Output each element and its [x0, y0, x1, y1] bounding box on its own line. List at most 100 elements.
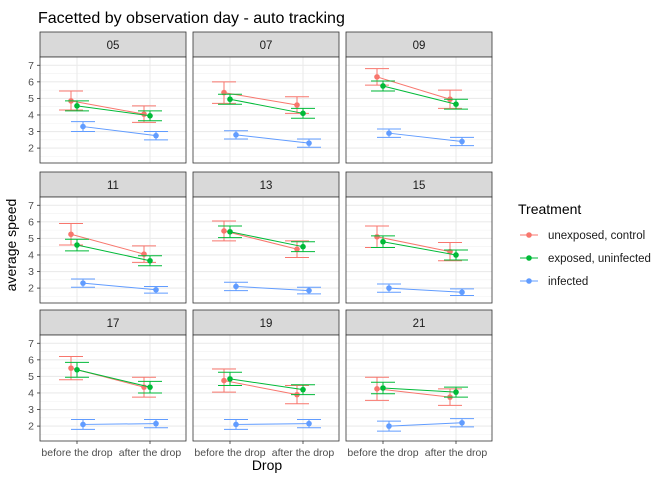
data-point [74, 103, 80, 109]
panel-background [346, 335, 492, 441]
series-line [229, 378, 304, 391]
data-point [294, 102, 300, 108]
panel-background [40, 197, 186, 303]
facet-strip [345, 171, 493, 198]
y-tick-label: 7 [28, 338, 34, 350]
facet-panel-11: 11 2 3 4 5 6 7 [28, 171, 187, 304]
data-point [221, 377, 227, 384]
facet-panel-21: 21 before the drop after the drop [345, 309, 493, 459]
data-point [380, 385, 386, 391]
data-point [294, 246, 300, 252]
panel-background [346, 197, 492, 303]
series-line [235, 285, 310, 292]
panel-border [39, 334, 187, 442]
data-point [147, 257, 153, 264]
data-point [227, 376, 233, 382]
data-point [306, 140, 312, 146]
panel-background [346, 57, 492, 163]
data-point [233, 132, 239, 138]
data-point [227, 96, 233, 103]
y-tick-label: 5 [28, 93, 34, 105]
facet-strip-label: 13 [260, 180, 273, 192]
data-point [80, 421, 86, 428]
series-line [82, 423, 157, 425]
facet-strip [345, 31, 493, 58]
data-point [374, 233, 380, 240]
y-tick-label: 5 [28, 371, 34, 383]
series-line [376, 388, 451, 398]
series-line [388, 132, 463, 142]
series-line [235, 423, 310, 425]
data-point [374, 74, 380, 80]
x-axis-label: Drop [252, 457, 283, 473]
data-point [306, 420, 312, 427]
data-point [147, 112, 153, 119]
legend-key-point [526, 232, 532, 238]
facet-strip-label: 19 [260, 318, 273, 330]
panel-border [39, 56, 187, 164]
data-point [68, 365, 74, 371]
y-tick-label: 3 [28, 404, 34, 416]
data-point [453, 389, 459, 395]
facet-panel-07: 07 [192, 31, 340, 164]
y-tick-label: 7 [28, 60, 34, 72]
y-tick-label: 6 [28, 216, 34, 228]
facet-panel-19: 19 before the drop after the drop [192, 309, 340, 459]
facet-strip [192, 31, 340, 58]
series-line [229, 98, 304, 114]
y-axis-label: average speed [3, 199, 19, 292]
data-point [153, 286, 159, 293]
legend: Treatment unexposed, control exposed, uni… [518, 201, 651, 288]
facet-panel-15: 15 [345, 171, 493, 304]
y-tick-label: 4 [28, 387, 34, 399]
data-point [74, 366, 80, 373]
x-tick-label: after the drop [272, 447, 335, 459]
panel-border [345, 56, 493, 164]
series-line [382, 241, 457, 256]
data-point [300, 386, 306, 393]
x-tick-label: before the drop [41, 447, 112, 459]
data-point [459, 289, 465, 296]
facet-strip [39, 171, 187, 198]
data-point [233, 283, 239, 290]
data-point [74, 242, 80, 248]
data-point [80, 123, 86, 130]
panel-border [192, 56, 340, 164]
series-line [70, 100, 145, 115]
data-point [374, 386, 380, 392]
x-tick-label: after the drop [119, 447, 182, 459]
legend-entry: exposed, uninfected [520, 253, 651, 265]
y-tick-label: 2 [28, 421, 34, 433]
data-point [227, 228, 233, 235]
series-line [223, 380, 298, 396]
facet-panels: 05 2 3 4 5 6 7 07 09 11 2 3 4 5 6 7 13 15 17 2 3 4 5 6 7 before t… [28, 31, 493, 459]
series-line [235, 134, 310, 144]
series-line [376, 236, 451, 253]
y-tick-label: 6 [28, 76, 34, 88]
series-line [76, 369, 151, 388]
legend-entry: unexposed, control [520, 230, 645, 242]
series-line [82, 126, 157, 137]
panel-background [40, 335, 186, 441]
data-point [221, 228, 227, 234]
legend-label: exposed, uninfected [548, 253, 651, 265]
legend-entry: infected [520, 276, 588, 288]
facet-strip-label: 21 [413, 318, 426, 330]
y-tick-label: 2 [28, 283, 34, 295]
series-line [223, 230, 298, 250]
facet-strip-label: 09 [413, 40, 426, 52]
y-tick-label: 6 [28, 354, 34, 366]
data-point [300, 110, 306, 117]
facet-panel-17: 17 2 3 4 5 6 7 before the drop after the drop [28, 309, 187, 459]
facet-strip-label: 11 [107, 180, 119, 192]
y-tick-label: 3 [28, 266, 34, 278]
facet-strip [192, 309, 340, 336]
facet-strip-label: 07 [260, 40, 273, 52]
legend-label: unexposed, control [548, 230, 645, 242]
series-line [388, 422, 463, 427]
panel-border [345, 196, 493, 304]
y-tick-label: 5 [28, 233, 34, 245]
y-tick-label: 4 [28, 249, 34, 261]
panel-background [193, 335, 339, 441]
